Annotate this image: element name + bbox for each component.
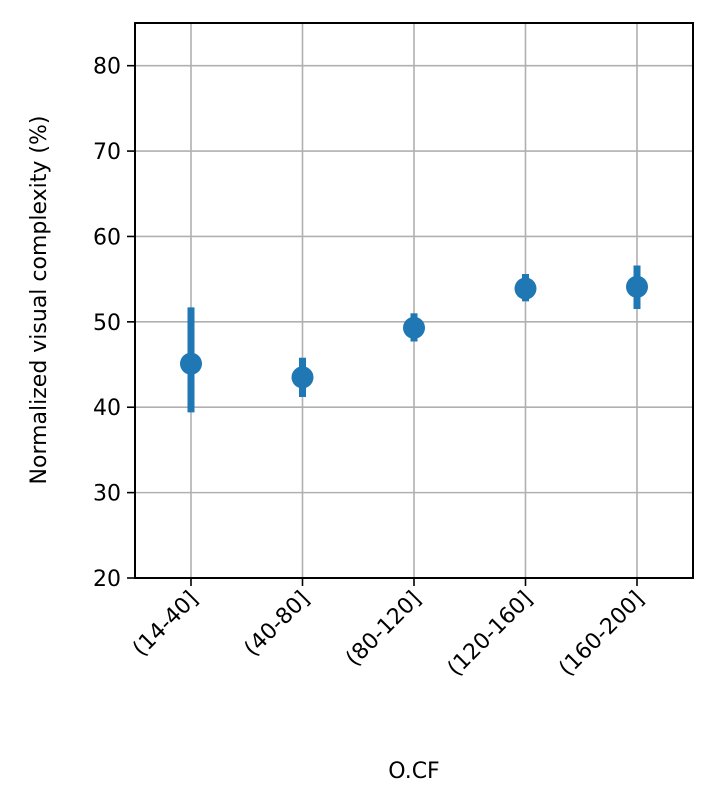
tick-layer: 20 30 40 50 60 70 80 (14-40] (40-80] (80-120] (120… bbox=[93, 55, 649, 682]
y-axis-title: Normalized visual complexity (%) bbox=[27, 116, 52, 485]
x-tick-label: (120-160] bbox=[443, 587, 538, 682]
data-point bbox=[403, 316, 425, 339]
x-tick-label: (14-40] bbox=[128, 587, 203, 662]
data-point bbox=[514, 277, 537, 300]
y-tick-label: 70 bbox=[93, 140, 121, 165]
x-axis-title: O.CF bbox=[388, 759, 439, 784]
x-tick-label: (160-200] bbox=[554, 587, 649, 682]
grid-layer bbox=[135, 23, 693, 579]
y-tick-label: 20 bbox=[93, 567, 121, 592]
x-tick-label: (40-80] bbox=[240, 587, 315, 662]
y-tick-label: 60 bbox=[93, 225, 121, 250]
y-tick-label: 40 bbox=[93, 396, 121, 421]
data-point bbox=[291, 366, 314, 389]
y-tick-label: 80 bbox=[93, 55, 121, 80]
y-tick-label: 30 bbox=[93, 482, 121, 507]
y-tick-label: 50 bbox=[93, 311, 121, 336]
x-tick-label: (80-120] bbox=[341, 587, 426, 672]
data-point bbox=[180, 352, 202, 375]
data-layer bbox=[180, 265, 648, 413]
data-point bbox=[626, 275, 648, 298]
